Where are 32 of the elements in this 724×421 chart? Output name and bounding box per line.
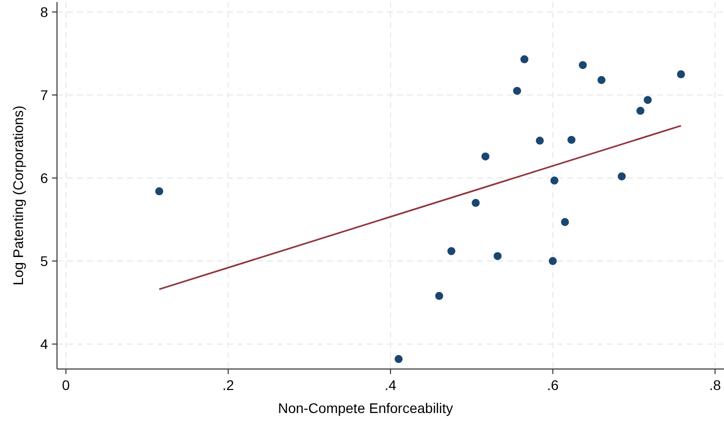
- point: [676, 70, 685, 78]
- point: [548, 257, 557, 266]
- point: [536, 136, 544, 145]
- point: [447, 247, 456, 256]
- x-axis-title: Non-Compete Enforceability: [278, 400, 454, 416]
- point: [644, 96, 652, 104]
- point: [597, 76, 606, 84]
- point: [472, 198, 480, 207]
- y-tick-label: 7: [40, 86, 48, 103]
- point: [618, 172, 626, 180]
- point: [567, 136, 576, 144]
- y-tick-label: 8: [40, 4, 48, 20]
- point: [394, 355, 403, 364]
- x-tick-label: .8: [709, 377, 722, 393]
- x-tick-label: .4: [384, 377, 397, 393]
- x-tick-label: .6: [546, 377, 559, 393]
- point: [550, 176, 558, 185]
- y-axis-title: Log Patenting (Corporations): [10, 106, 26, 286]
- point: [560, 218, 569, 226]
- y-tick-label: 4: [40, 336, 48, 352]
- x-tick-label: 0: [62, 377, 70, 393]
- y-tick-label: 6: [40, 170, 48, 186]
- x-tick-label: .2: [222, 377, 234, 393]
- point: [481, 152, 490, 160]
- point: [578, 61, 587, 70]
- point: [155, 187, 164, 196]
- point: [513, 86, 522, 95]
- point: [636, 106, 644, 115]
- point: [435, 292, 444, 300]
- point: [520, 55, 528, 64]
- point: [494, 252, 502, 260]
- y-tick-label: 5: [40, 253, 48, 270]
